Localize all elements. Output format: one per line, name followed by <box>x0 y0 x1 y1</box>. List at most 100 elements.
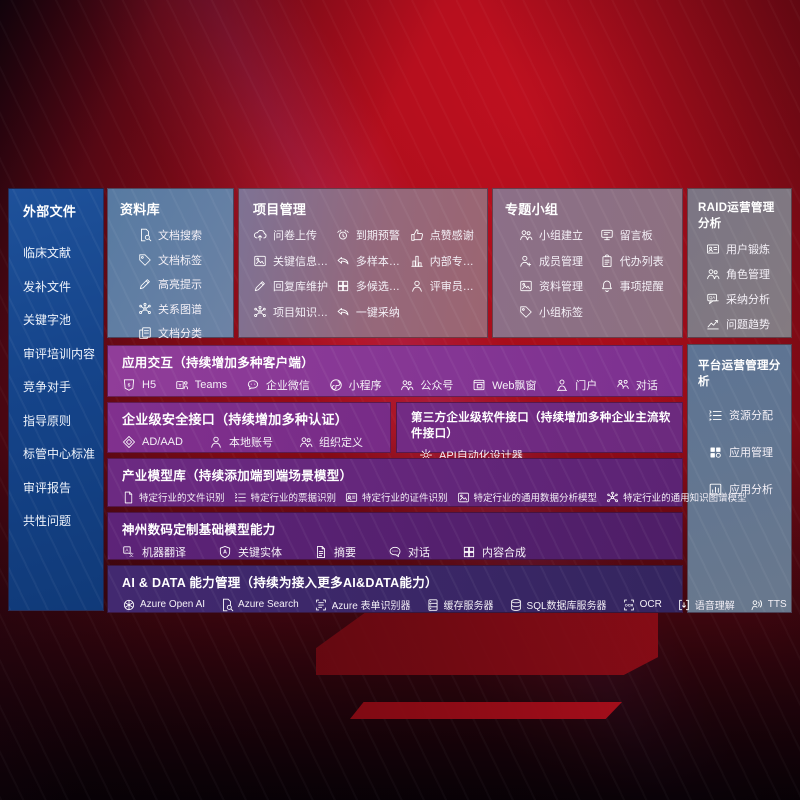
feature-label: AD/AAD <box>142 436 183 448</box>
feature-item: 资料管理 <box>519 278 600 294</box>
feature-item: 摘要 <box>314 544 356 560</box>
feature-item: 内部专家排名 <box>410 253 477 269</box>
ai-data-capability-row: AI & DATA 能力管理（持续为接入更多AI&DATA能力） Azure O… <box>107 565 787 613</box>
feature-label: 问卷上传 <box>273 230 317 242</box>
feature-label: 组织定义 <box>318 437 363 449</box>
feature-label: Azure Open AI <box>140 599 206 610</box>
feature-label: 一键采纳 <box>355 306 400 319</box>
feature-item: 关键信息提取 <box>253 253 336 269</box>
feature-item: 对话 <box>388 544 430 560</box>
panel-title: 平台运营管理分析 <box>698 360 781 388</box>
feature-item: 留言板 <box>600 227 674 243</box>
feature-label: 企业微信 <box>265 380 310 392</box>
feature-item: 门户 <box>555 377 597 393</box>
custom-base-model-row: 神州数码定制基础模型能力 机器翻译 关键实体 摘要 对话 内容合成 <box>107 512 683 560</box>
feature-item: 一键采纳 <box>336 304 410 320</box>
feature-label: 高亮提示 <box>158 279 202 291</box>
data-analysis-model-icon <box>457 491 470 504</box>
feature-label: 文档标签 <box>158 254 202 267</box>
speech-icon <box>677 598 691 612</box>
feature-item: 角色管理 <box>706 266 785 282</box>
chat-bubble-icon <box>388 545 402 559</box>
panel-title: RAID运营管理分析 <box>698 202 775 230</box>
list-item: 标管中心标准 <box>23 447 96 461</box>
feature-label: Azure 表单识别器 <box>331 601 411 612</box>
id-card-recognition-icon <box>345 491 358 504</box>
monitor-stand-shape <box>316 611 658 675</box>
feature-label: 小组建立 <box>539 230 583 242</box>
app-interaction-row: 应用交互（持续增加多种客户端） H5 Teams 企业微信 小程序 公众号 We… <box>107 345 683 397</box>
highlighter-icon <box>138 277 152 291</box>
feature-item: OCR <box>622 598 662 612</box>
tag-icon <box>138 253 152 267</box>
feature-item: 特定行业的证件识别 <box>345 490 448 504</box>
feature-label: 资料管理 <box>539 281 583 293</box>
feature-item: 文档分类 <box>138 325 225 341</box>
list-item: 临床文献 <box>23 246 72 260</box>
feature-label: 角色管理 <box>726 269 770 281</box>
edit-icon <box>253 279 267 293</box>
local-account-icon <box>209 435 223 449</box>
feature-item: 小组建立 <box>519 227 600 243</box>
doc-search-icon <box>138 228 152 242</box>
ocr-icon <box>622 598 636 612</box>
feature-label: 特定行业的票据识别 <box>250 493 337 504</box>
list-item: 审评培训内容 <box>23 346 96 361</box>
ad-aad-icon <box>122 435 136 449</box>
feature-item: 公众号 <box>400 377 453 393</box>
feature-item: 机器翻译 <box>122 544 186 560</box>
feature-label: 门户 <box>575 380 598 392</box>
feature-label: OCR <box>639 599 662 610</box>
feature-item: 项目知识图谱 <box>253 304 336 320</box>
feature-item: 文档搜索 <box>138 227 225 243</box>
feature-item: Azure Open AI <box>122 598 205 612</box>
feature-label: 特定行业的文件识别 <box>139 493 225 504</box>
key-entity-icon <box>218 545 232 559</box>
row-title: AI & DATA 能力管理（持续为接入更多AI&DATA能力） <box>122 576 438 590</box>
feature-label: 用户锻炼 <box>726 244 770 256</box>
feature-label: 成员管理 <box>539 255 583 268</box>
feature-label: 关键信息提取 <box>273 255 336 268</box>
feature-item: TTS <box>750 598 787 612</box>
project-management-panel: 项目管理 问卷上传 到期预警 点赞感谢 关键信息提取 多样本候选 内部专家排名 … <box>238 188 488 338</box>
feature-label: 代办列表 <box>619 255 664 268</box>
feature-item: 到期预警 <box>336 227 410 243</box>
feature-label: 小程序 <box>348 380 382 392</box>
knowledge-graph-model-icon <box>606 491 619 504</box>
raid-analysis-panel: RAID运营管理分析 用户锻炼 角色管理 采纳分析 问题趋势 <box>687 188 792 338</box>
feature-label: 事项提醒 <box>619 281 664 293</box>
feature-item: 内容合成 <box>462 544 526 560</box>
feature-label: 对话 <box>635 380 658 392</box>
org-define-icon <box>299 435 313 449</box>
teams-icon <box>175 378 189 392</box>
panel-title: 资料库 <box>120 202 160 217</box>
feature-label: 关键实体 <box>238 547 282 559</box>
feature-label: 采纳分析 <box>726 294 770 306</box>
feature-item: 应用管理 <box>708 444 785 460</box>
roles-icon <box>706 267 720 281</box>
feature-label: 问题趋势 <box>726 319 770 331</box>
feature-label: 本地账号 <box>228 437 273 449</box>
compose-icon <box>462 545 476 559</box>
row-title: 神州数码定制基础模型能力 <box>122 523 276 537</box>
feature-item: 小组标签 <box>519 304 600 320</box>
monitor-stand-bar <box>350 702 622 719</box>
feature-item: 问卷上传 <box>253 227 336 243</box>
extract-info-icon <box>253 254 267 268</box>
doc-copy-icon <box>138 326 152 340</box>
feature-label: TTS <box>767 599 787 610</box>
feature-label: 文档搜索 <box>158 230 202 242</box>
list-item: 关键字池 <box>23 313 72 327</box>
feature-label: 项目知识图谱 <box>273 306 336 319</box>
feature-item: 多样本候选 <box>336 253 410 269</box>
feature-item: 采纳分析 <box>706 291 785 307</box>
feature-item: 评审员画像 <box>410 278 477 294</box>
feature-item: Azure 表单识别器 <box>314 597 411 612</box>
miniprogram-icon <box>329 378 343 392</box>
feature-label: 公众号 <box>420 380 454 392</box>
feature-item: H5 <box>122 378 156 392</box>
qa-chat-icon <box>706 292 720 306</box>
sql-db-icon <box>509 598 523 612</box>
feature-label: 点赞感谢 <box>429 230 474 242</box>
